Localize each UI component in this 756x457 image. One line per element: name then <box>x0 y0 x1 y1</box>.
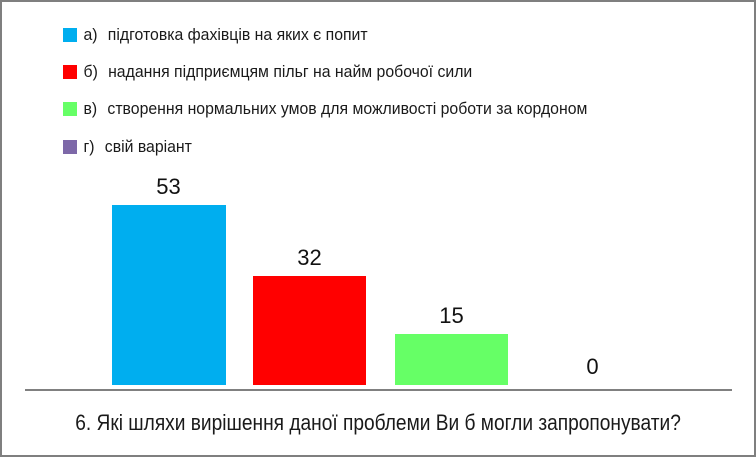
legend-swatch-a <box>63 28 77 42</box>
legend-label-b: надання підприємцям пільг на найм робочо… <box>108 62 473 81</box>
legend-key-a: а) <box>83 25 98 44</box>
bar-value-label-a: 53 <box>156 173 181 199</box>
legend-label-g: свій варіант <box>104 137 192 156</box>
legend-item-a: а) підготовка фахівців на яких є попит <box>63 25 390 44</box>
bar-value-label-g: 0 <box>586 354 599 379</box>
x-axis-line <box>25 389 732 391</box>
legend-key-b: б) <box>83 62 98 81</box>
legend-label-v: створення нормальних умов для можливості… <box>107 99 588 118</box>
legend-key-g: г) <box>83 137 95 156</box>
legend-item-v: в) створення нормальних умов для можливо… <box>63 99 626 118</box>
legend-item-b: б) надання підприємцям пільг на найм роб… <box>63 62 502 81</box>
bar-v <box>395 334 508 385</box>
bar-value-label-b: 32 <box>297 245 322 271</box>
legend-swatch-g <box>63 140 77 154</box>
bar-b <box>253 276 366 385</box>
legend-label-a: підготовка фахівців на яких є попит <box>107 25 368 44</box>
bar-value-label-v: 15 <box>439 303 464 328</box>
bar-a <box>112 204 226 385</box>
chart-title: 6. Які шляхи вирішення даної проблеми Ви… <box>75 410 681 435</box>
legend-swatch-b <box>63 65 77 79</box>
legend-item-g: г) свій варіант <box>63 137 201 156</box>
legend-swatch-v <box>63 102 77 116</box>
legend-key-v: в) <box>83 99 98 118</box>
